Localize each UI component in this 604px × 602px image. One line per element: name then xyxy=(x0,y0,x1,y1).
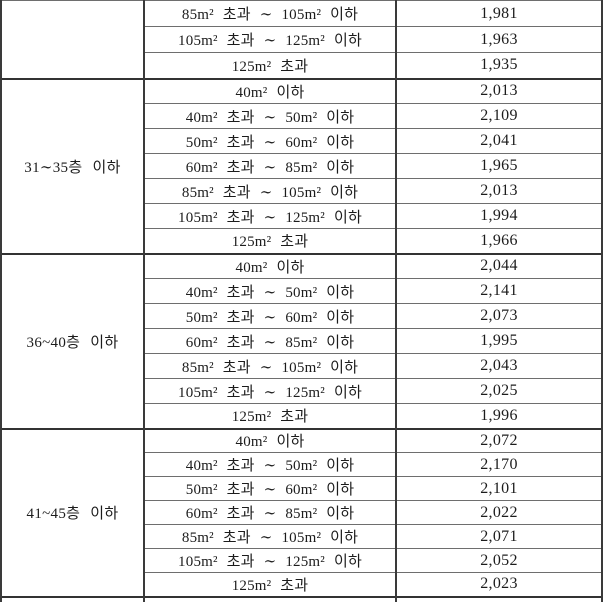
area-range-cell: 50m² 초과 ∼ 60m² 이하 xyxy=(143,476,397,501)
table-row: 60m² 초과 ∼ 85m² 이하 1,995 xyxy=(1,328,603,354)
area-range-cell: 85m² 초과 ∼ 105m² 이하 xyxy=(143,524,397,549)
value-cell: 2,072 xyxy=(395,427,603,453)
area-range-cell: 40m² 이하 xyxy=(143,77,397,104)
value-cell: 2,013 xyxy=(395,77,603,104)
value-cell: 2,141 xyxy=(395,278,603,304)
area-range-cell: 60m² 초과 ∼ 85m² 이하 xyxy=(143,328,397,354)
table-row: 125m² 초과 2,023 xyxy=(1,572,603,597)
table-row: 85m² 초과 ∼ 105m² 이하 2,043 xyxy=(1,353,603,379)
area-range-cell: 60m² 초과 ∼ 85m² 이하 xyxy=(143,500,397,525)
value-cell: 2,071 xyxy=(395,524,603,549)
floor-range-cell: 41~45층 이하 xyxy=(0,427,145,597)
value-cell: 1,935 xyxy=(395,52,603,79)
area-range-cell xyxy=(143,595,397,602)
table-row: 41~45층 이하 40m² 이하 2,072 xyxy=(0,427,603,597)
floor-range-cell: 31∼35층 이하 xyxy=(0,77,145,254)
value-cell: 2,022 xyxy=(395,500,603,525)
area-range-cell: 50m² 초과 ∼ 60m² 이하 xyxy=(143,128,397,154)
table-row: 125m² 초과 1,966 xyxy=(1,228,603,254)
area-range-cell: 85m² 초과 ∼ 105m² 이하 xyxy=(143,178,397,204)
table-row: 125m² 초과 1,935 xyxy=(1,52,603,79)
value-cell: 2,044 xyxy=(395,252,603,279)
area-range-cell: 125m² 초과 xyxy=(143,403,397,429)
table-row: 50m² 초과 ∼ 60m² 이하 2,073 xyxy=(1,303,603,329)
area-range-cell: 40m² 이하 xyxy=(143,252,397,279)
area-range-cell: 40m² 초과 ∼ 50m² 이하 xyxy=(143,103,397,129)
area-range-cell: 105m² 초과 ∼ 125m² 이하 xyxy=(143,548,397,573)
value-cell: 1,965 xyxy=(395,153,603,179)
floor-range-cell xyxy=(0,595,145,602)
value-cell: 2,170 xyxy=(395,452,603,477)
area-range-cell: 40m² 초과 ∼ 50m² 이하 xyxy=(143,278,397,304)
area-range-cell: 125m² 초과 xyxy=(143,572,397,597)
value-cell: 2,052 xyxy=(395,548,603,573)
value-cell: 2,013 xyxy=(395,178,603,204)
area-range-cell: 40m² 초과 ∼ 50m² 이하 xyxy=(143,452,397,477)
area-range-cell: 50m² 초과 ∼ 60m² 이하 xyxy=(143,303,397,329)
table-row: 50m² 초과 ∼ 60m² 이하 2,041 xyxy=(1,128,603,154)
value-cell xyxy=(395,595,603,602)
area-range-cell: 125m² 초과 xyxy=(143,52,397,79)
table-row: 105m² 초과 ∼ 125m² 이하 2,025 xyxy=(1,378,603,404)
area-range-cell: 105m² 초과 ∼ 125m² 이하 xyxy=(143,203,397,229)
table-row xyxy=(0,595,603,602)
floor-range-cell: 36~40층 이하 xyxy=(0,252,145,429)
area-range-cell: 85m² 초과 ∼ 105m² 이하 xyxy=(143,353,397,379)
table-row: 31∼35층 이하 40m² 이하 2,013 xyxy=(0,77,603,254)
value-cell: 1,963 xyxy=(395,26,603,53)
table-row: 50m² 초과 ∼ 60m² 이하 2,101 xyxy=(1,476,603,501)
floor-range-cell xyxy=(0,0,145,79)
table-row: 125m² 초과 1,996 xyxy=(1,403,603,429)
value-cell: 2,041 xyxy=(395,128,603,154)
area-range-cell: 125m² 초과 xyxy=(143,228,397,254)
value-cell: 2,101 xyxy=(395,476,603,501)
table-row: 85m² 초과 ∼ 105m² 이하 1,981 xyxy=(0,0,603,79)
value-cell: 2,109 xyxy=(395,103,603,129)
value-cell: 1,995 xyxy=(395,328,603,354)
value-cell: 1,981 xyxy=(395,0,603,27)
value-cell: 2,043 xyxy=(395,353,603,379)
table-row: 40m² 초과 ∼ 50m² 이하 2,170 xyxy=(1,452,603,477)
value-cell: 1,966 xyxy=(395,228,603,254)
table-row: 40m² 초과 ∼ 50m² 이하 2,141 xyxy=(1,278,603,304)
area-range-cell: 105m² 초과 ∼ 125m² 이하 xyxy=(143,26,397,53)
table-row: 40m² 초과 ∼ 50m² 이하 2,109 xyxy=(1,103,603,129)
value-cell: 2,023 xyxy=(395,572,603,597)
area-range-cell: 85m² 초과 ∼ 105m² 이하 xyxy=(143,0,397,27)
table-row: 105m² 초과 ∼ 125m² 이하 1,994 xyxy=(1,203,603,229)
area-range-cell: 40m² 이하 xyxy=(143,427,397,453)
value-cell: 2,025 xyxy=(395,378,603,404)
area-range-cell: 105m² 초과 ∼ 125m² 이하 xyxy=(143,378,397,404)
value-cell: 2,073 xyxy=(395,303,603,329)
value-cell: 1,994 xyxy=(395,203,603,229)
table-row: 60m² 초과 ∼ 85m² 이하 1,965 xyxy=(1,153,603,179)
area-range-cell: 60m² 초과 ∼ 85m² 이하 xyxy=(143,153,397,179)
value-cell: 1,996 xyxy=(395,403,603,429)
table-row: 85m² 초과 ∼ 105m² 이하 2,013 xyxy=(1,178,603,204)
table-row: 105m² 초과 ∼ 125m² 이하 1,963 xyxy=(1,26,603,53)
table-row: 36~40층 이하 40m² 이하 2,044 xyxy=(0,252,603,429)
